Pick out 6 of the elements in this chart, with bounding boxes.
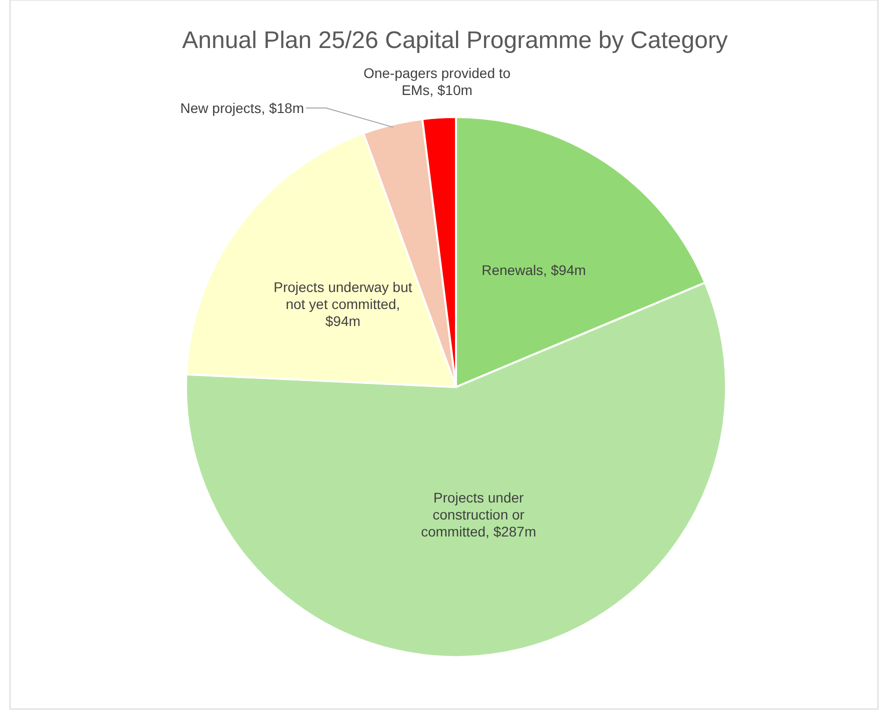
slice-label: Renewals, $94m	[482, 262, 586, 278]
slice-label: New projects, $18m	[180, 100, 304, 116]
chart-title: Annual Plan 25/26 Capital Programme by Category	[182, 27, 728, 54]
slice-label: Projects underway but not yet committed, $94m	[274, 278, 412, 329]
slice-label: One-pagers provided to EMs, $10m	[363, 65, 511, 98]
slice-label: Projects under construction or committed, $287m	[420, 490, 536, 540]
